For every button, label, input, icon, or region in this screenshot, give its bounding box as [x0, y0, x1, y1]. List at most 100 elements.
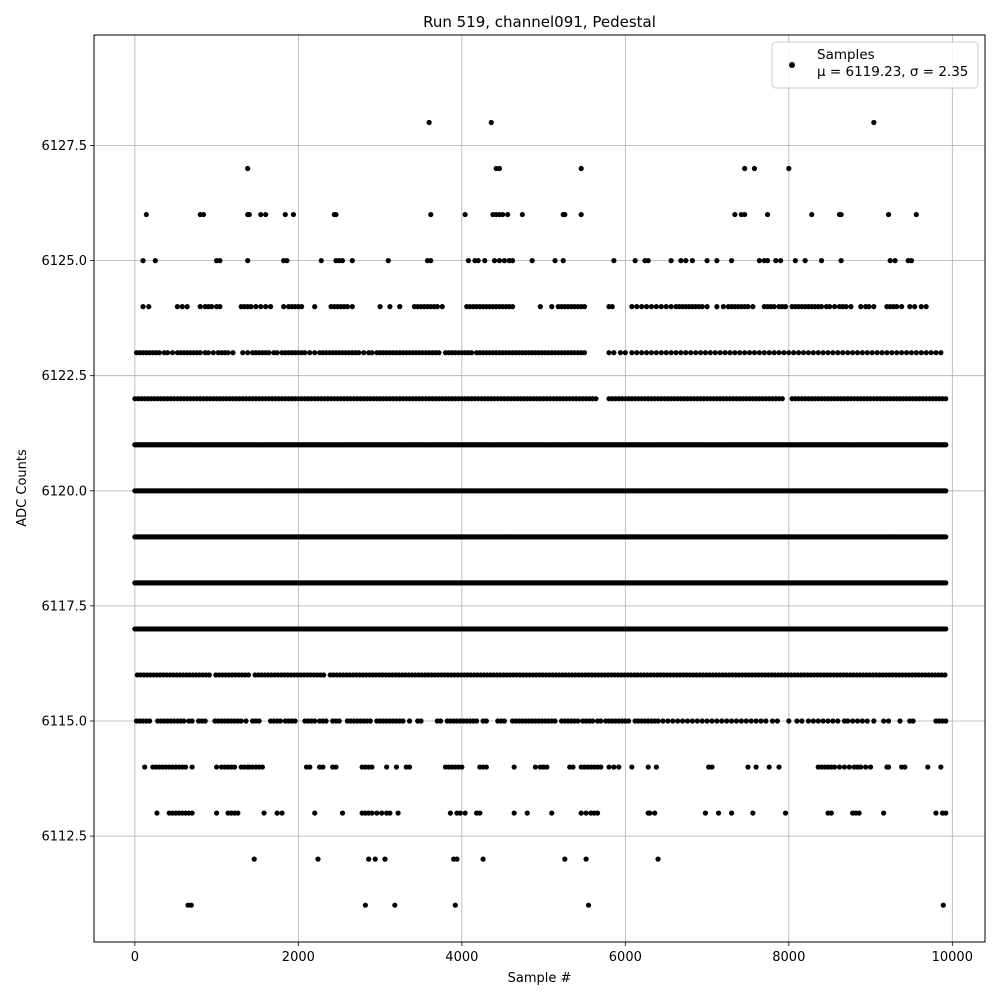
data-point: [845, 718, 851, 724]
y-tick-label: 6120.0: [42, 484, 88, 499]
data-point: [933, 810, 939, 816]
data-point: [578, 211, 584, 218]
data-point: [683, 350, 689, 356]
data-point: [617, 350, 624, 356]
data-point: [663, 350, 669, 356]
data-point: [943, 442, 949, 448]
y-tick-label: 6117.5: [42, 599, 88, 614]
data-point: [899, 304, 905, 310]
data-point: [209, 304, 215, 310]
data-point: [164, 350, 171, 356]
data-point: [501, 258, 507, 264]
data-point: [776, 764, 782, 770]
data-point: [583, 810, 589, 816]
data-point: [838, 258, 844, 264]
data-point: [830, 718, 836, 724]
data-point: [491, 258, 498, 264]
data-point: [727, 350, 733, 356]
data-point: [274, 810, 280, 816]
data-point: [796, 350, 802, 356]
data-point: [802, 258, 808, 264]
data-point: [562, 211, 568, 218]
data-point: [779, 396, 785, 402]
data-point: [594, 810, 601, 816]
data-point: [214, 764, 220, 770]
data-point: [709, 764, 715, 770]
data-point: [509, 258, 516, 264]
data-point: [828, 810, 834, 816]
data-point: [245, 165, 251, 172]
data-point: [210, 350, 216, 356]
data-point: [670, 718, 676, 724]
data-point: [871, 718, 877, 724]
data-point: [652, 810, 658, 816]
data-point: [774, 718, 780, 724]
data-point: [653, 304, 659, 310]
data-point: [764, 258, 771, 264]
data-point: [818, 258, 825, 264]
data-point: [629, 350, 635, 356]
x-axis-label: Sample #: [508, 971, 572, 986]
data-point: [737, 350, 743, 356]
data-point: [246, 211, 252, 218]
data-point: [712, 350, 718, 356]
data-point: [290, 211, 297, 218]
data-point: [771, 304, 777, 310]
data-point: [393, 764, 400, 770]
data-point: [202, 718, 208, 724]
data-point: [751, 350, 758, 356]
data-point: [645, 258, 651, 264]
data-point: [894, 304, 900, 310]
data-point: [689, 718, 695, 724]
data-point: [668, 304, 674, 310]
data-point: [933, 350, 939, 356]
data-point: [902, 764, 908, 770]
data-point: [140, 258, 146, 264]
data-point: [428, 258, 434, 264]
data-point: [918, 304, 924, 310]
data-point: [815, 350, 821, 356]
data-point: [418, 718, 424, 724]
data-point: [500, 211, 506, 218]
data-point: [938, 764, 944, 770]
data-point: [653, 764, 659, 770]
data-point: [593, 396, 599, 402]
data-point: [702, 350, 709, 356]
legend-marker: [789, 62, 795, 68]
data-point: [825, 350, 831, 356]
data-point: [840, 350, 846, 356]
data-point: [284, 258, 290, 264]
data-point: [263, 211, 269, 218]
data-point: [312, 304, 318, 310]
axis-ticks: 0 2000 4000 6000 8000 10000 6112.5 6115.0 6117.5…: [42, 139, 973, 965]
data-point: [722, 350, 728, 356]
data-point: [879, 350, 885, 356]
data-point: [943, 718, 949, 724]
data-point: [318, 258, 324, 264]
data-point: [377, 304, 383, 310]
legend-box: [771, 41, 979, 89]
data-point: [943, 626, 949, 632]
data-point: [794, 718, 800, 724]
data-point: [465, 258, 471, 264]
data-point: [769, 718, 776, 724]
data-point: [867, 764, 874, 770]
data-point: [885, 211, 892, 218]
data-point: [766, 350, 772, 356]
data-point: [910, 718, 916, 724]
data-point: [372, 856, 378, 862]
data-point: [892, 258, 898, 264]
data-point: [462, 211, 468, 218]
data-point: [729, 718, 735, 724]
data-point: [647, 810, 653, 816]
y-tick-label: 6112.5: [42, 830, 88, 845]
data-point: [483, 718, 489, 724]
data-point: [764, 211, 771, 218]
data-point: [369, 350, 375, 356]
data-point: [282, 211, 288, 218]
data-point: [549, 810, 555, 816]
data-point: [805, 718, 812, 724]
data-point: [274, 350, 280, 356]
data-point: [864, 718, 870, 724]
data-point: [611, 258, 617, 264]
